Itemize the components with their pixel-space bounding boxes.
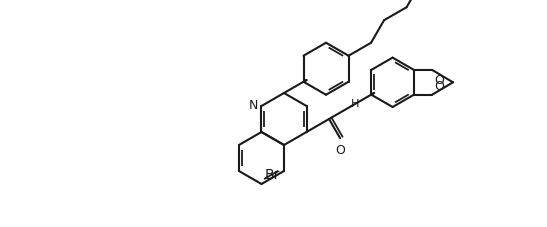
Text: H: H [351,99,360,109]
Text: N: N [249,99,259,112]
Text: O: O [434,74,444,86]
Text: O: O [434,79,444,92]
Text: Br: Br [265,167,280,181]
Text: O: O [335,143,345,156]
